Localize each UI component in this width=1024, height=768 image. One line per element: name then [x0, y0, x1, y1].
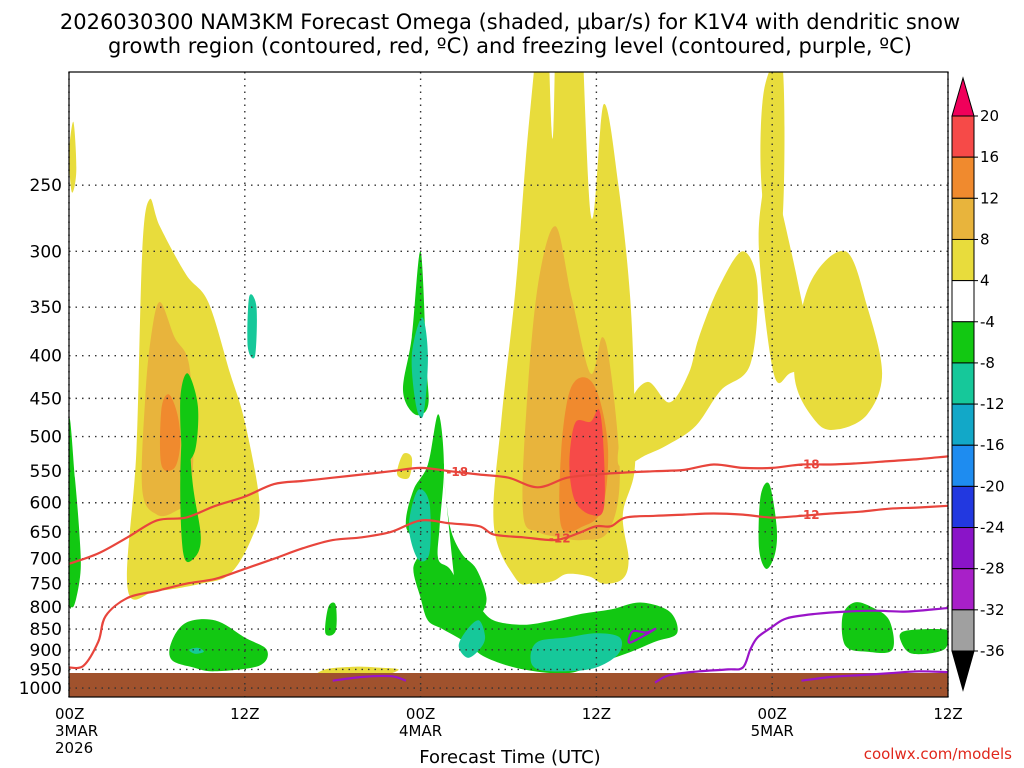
x-tick-date-24: 4MAR [399, 722, 442, 740]
y-tick-550: 550 [30, 462, 62, 482]
omega-region-27 [408, 489, 431, 562]
y-tick-700: 700 [30, 550, 62, 570]
omega-region-24 [899, 628, 948, 655]
y-tick-400: 400 [30, 347, 62, 367]
colorbar-box-6 [951, 362, 975, 405]
y-axis-ticks: 2503003504004505005506006507007508008509… [19, 176, 62, 699]
contour-2 [332, 674, 407, 682]
x-tick-12: 12Z [230, 705, 259, 723]
colorbar-label-13: -36 [980, 642, 1005, 660]
x-tick-year-0: 2026 [55, 739, 93, 757]
colorbar-box-4 [951, 280, 975, 323]
omega-region-23 [841, 602, 894, 654]
colorbar-box-8 [951, 444, 975, 487]
colorbar-label-12: -32 [980, 601, 1005, 619]
contour-label-2: -12 [549, 532, 571, 546]
x-tick-24: 00Z [406, 705, 435, 723]
omega-region-2 [159, 394, 181, 472]
x-tick-date-0: 3MAR [55, 722, 98, 740]
omega-region-17 [180, 373, 199, 462]
terrain-surface [69, 673, 948, 697]
x-tick-0: 00Z [55, 705, 84, 723]
contour-label-3: -12 [798, 508, 820, 522]
credit-link[interactable]: coolwx.com/models [864, 745, 1012, 763]
contour-3 [654, 606, 948, 684]
y-tick-1000: 1000 [19, 679, 62, 699]
y-tick-300: 300 [30, 242, 62, 262]
colorbar-label-0: 20 [980, 107, 999, 125]
colorbar-label-6: -8 [980, 354, 995, 372]
colorbar-bottom-arrow [951, 650, 975, 692]
colorbar-box-7 [951, 403, 975, 446]
contour-5 [627, 627, 657, 644]
omega-region-22 [758, 482, 778, 569]
omega-region-9 [794, 250, 883, 430]
colorbar-label-3: 8 [980, 230, 990, 248]
y-tick-850: 850 [30, 620, 62, 640]
y-tick-900: 900 [30, 641, 62, 661]
colorbar-label-1: 16 [980, 148, 999, 166]
omega-shading [69, 72, 948, 679]
y-tick-350: 350 [30, 298, 62, 318]
omega-region-10 [760, 72, 785, 241]
colorbar-box-1 [951, 156, 975, 199]
y-tick-450: 450 [30, 389, 62, 409]
colorbar-box-11 [951, 568, 975, 611]
colorbar-box-2 [951, 197, 975, 240]
contour-4 [801, 670, 948, 682]
colorbar-box-12 [951, 609, 975, 652]
omega-region-7 [617, 251, 758, 467]
colorbar-label-9: -20 [980, 477, 1005, 495]
chart-title-line2: growth region (contoured, red, ºC) and f… [108, 34, 912, 58]
omega-region-6 [569, 409, 605, 517]
omega-region-13 [397, 453, 413, 479]
plot-frame [68, 71, 949, 698]
x-tick-48: 00Z [758, 705, 787, 723]
x-axis-label: Forecast Time (UTC) [419, 747, 600, 768]
colorbar-label-7: -12 [980, 395, 1005, 413]
chart-title-line1: 2026030300 NAM3KM Forecast Omega (shaded… [60, 10, 960, 34]
x-tick-60: 12Z [933, 705, 962, 723]
contour-label-1: -18 [798, 458, 820, 472]
colorbar-label-8: -16 [980, 436, 1005, 454]
colorbar-box-5 [951, 321, 975, 364]
omega-region-15 [169, 619, 268, 672]
y-tick-800: 800 [30, 598, 62, 618]
omega-region-29 [530, 633, 623, 672]
y-tick-250: 250 [30, 176, 62, 196]
y-tick-750: 750 [30, 575, 62, 595]
omega-region-26 [411, 317, 428, 419]
colorbar-top-arrow [951, 76, 975, 117]
contour-1 [69, 504, 948, 670]
omega-region-25 [247, 294, 257, 359]
y-tick-950: 950 [30, 660, 62, 680]
omega-region-12 [69, 121, 77, 193]
colorbar-label-10: -24 [980, 519, 1005, 537]
colorbar-label-5: -4 [980, 313, 995, 331]
y-tick-500: 500 [30, 428, 62, 448]
colorbar-box-9 [951, 485, 975, 529]
contour-0 [69, 455, 948, 565]
colorbar-label-11: -28 [980, 560, 1005, 578]
colorbar-box-3 [951, 238, 975, 282]
colorbar-box-10 [951, 527, 975, 570]
x-tick-36: 12Z [582, 705, 611, 723]
y-tick-650: 650 [30, 523, 62, 543]
temperature-contours: -18 -18 -12 -12 [69, 455, 948, 684]
x-tick-date-48: 5MAR [751, 722, 794, 740]
contour-label-0: -18 [446, 465, 468, 479]
colorbar-label-2: 12 [980, 189, 999, 207]
colorbar-box-0 [951, 115, 975, 158]
omega-region-14 [69, 418, 81, 609]
omega-region-18 [325, 602, 337, 636]
omega-region-21 [443, 475, 487, 622]
y-tick-600: 600 [30, 494, 62, 514]
colorbar-label-4: 4 [980, 272, 990, 290]
colorbar: 20 16 12 8 4 -4 -8 -12 -16 -20 -24 -28 -32 -36 [951, 76, 1005, 692]
